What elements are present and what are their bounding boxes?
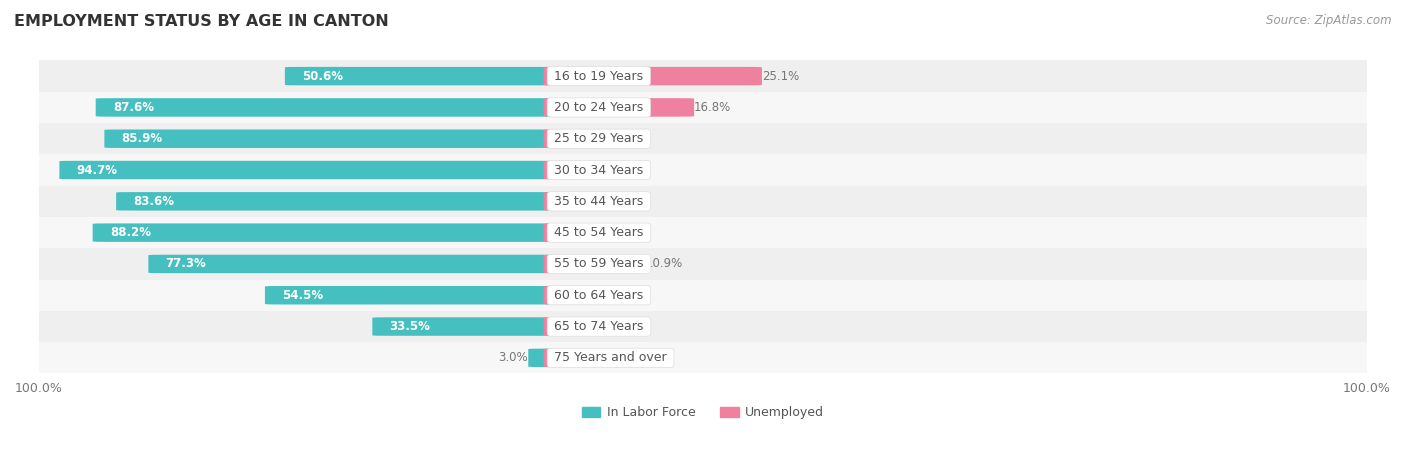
Text: 75 Years and over: 75 Years and over [550,351,671,364]
Text: 30 to 34 Years: 30 to 34 Years [550,164,648,176]
Text: 25 to 29 Years: 25 to 29 Years [550,132,648,145]
Text: 3.0%: 3.0% [499,351,529,364]
FancyBboxPatch shape [544,67,762,85]
FancyBboxPatch shape [264,286,557,304]
Bar [39,311,1367,342]
FancyBboxPatch shape [544,98,695,117]
Text: 16 to 19 Years: 16 to 19 Years [550,69,647,83]
Text: 20 to 24 Years: 20 to 24 Years [550,101,648,114]
Text: 5.7%: 5.7% [603,289,633,302]
FancyBboxPatch shape [96,98,557,117]
Text: 60 to 64 Years: 60 to 64 Years [550,289,648,302]
Text: 65 to 74 Years: 65 to 74 Years [550,320,648,333]
Bar [39,92,1367,123]
Text: 87.6%: 87.6% [112,101,155,114]
Text: EMPLOYMENT STATUS BY AGE IN CANTON: EMPLOYMENT STATUS BY AGE IN CANTON [14,14,389,28]
Legend: In Labor Force, Unemployed: In Labor Force, Unemployed [582,406,824,419]
Text: 0.0%: 0.0% [557,351,586,364]
Text: 77.3%: 77.3% [166,258,207,271]
FancyBboxPatch shape [541,349,560,367]
Text: 83.6%: 83.6% [134,195,174,208]
FancyBboxPatch shape [285,67,557,85]
Text: 5.9%: 5.9% [605,226,636,239]
FancyBboxPatch shape [544,223,605,242]
FancyBboxPatch shape [149,255,557,273]
Text: 3.3%: 3.3% [583,164,613,176]
FancyBboxPatch shape [544,129,605,148]
Bar [39,342,1367,373]
Text: 5.9%: 5.9% [605,132,636,145]
Text: 16.8%: 16.8% [695,101,731,114]
FancyBboxPatch shape [541,318,560,336]
Text: 50.6%: 50.6% [302,69,343,83]
FancyBboxPatch shape [373,318,557,336]
Text: 94.7%: 94.7% [77,164,118,176]
FancyBboxPatch shape [104,129,557,148]
Text: 54.5%: 54.5% [283,289,323,302]
Text: Source: ZipAtlas.com: Source: ZipAtlas.com [1267,14,1392,27]
FancyBboxPatch shape [59,161,557,179]
Text: 55 to 59 Years: 55 to 59 Years [550,258,648,271]
FancyBboxPatch shape [529,349,557,367]
Bar [39,60,1367,92]
Bar [39,186,1367,217]
FancyBboxPatch shape [544,192,574,211]
Text: 45 to 54 Years: 45 to 54 Years [550,226,648,239]
Text: 85.9%: 85.9% [122,132,163,145]
Text: 35 to 44 Years: 35 to 44 Years [550,195,648,208]
Text: 25.1%: 25.1% [762,69,799,83]
Text: 88.2%: 88.2% [110,226,150,239]
Bar [39,154,1367,186]
Text: 0.0%: 0.0% [557,320,586,333]
Bar [39,249,1367,280]
Text: 10.9%: 10.9% [645,258,683,271]
FancyBboxPatch shape [93,223,557,242]
FancyBboxPatch shape [544,161,583,179]
Bar [39,123,1367,154]
FancyBboxPatch shape [117,192,557,211]
FancyBboxPatch shape [544,255,645,273]
FancyBboxPatch shape [544,286,603,304]
Bar [39,280,1367,311]
Text: 2.0%: 2.0% [574,195,603,208]
Bar [39,217,1367,249]
Text: 33.5%: 33.5% [389,320,430,333]
